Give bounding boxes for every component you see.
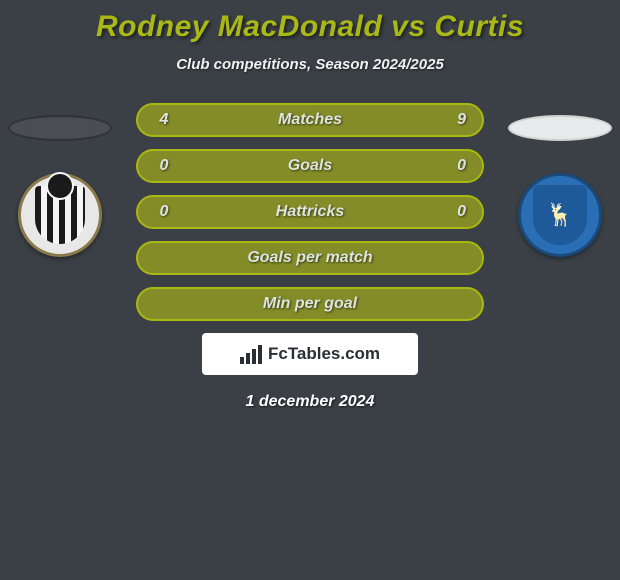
comparison-card: Rodney MacDonald vs Curtis Club competit… bbox=[0, 0, 620, 443]
branding-badge: FcTables.com bbox=[202, 333, 418, 375]
left-kit-ellipse bbox=[8, 115, 112, 141]
left-club-crest bbox=[18, 173, 102, 257]
stat-label: Matches bbox=[278, 111, 342, 129]
left-player-column bbox=[0, 103, 120, 257]
stat-right-value: 9 bbox=[446, 111, 466, 129]
main-panel: 4 Matches 9 0 Goals 0 0 Hattricks 0 Goal… bbox=[0, 103, 620, 443]
stat-right-value: 0 bbox=[446, 203, 466, 221]
stat-row: 0 Hattricks 0 bbox=[136, 195, 484, 229]
stat-right-value: 0 bbox=[446, 157, 466, 175]
bar-chart-icon bbox=[240, 345, 262, 364]
stat-left-value: 4 bbox=[154, 111, 174, 129]
page-title: Rodney MacDonald vs Curtis bbox=[0, 10, 620, 44]
right-player-column bbox=[500, 103, 620, 257]
stats-list: 4 Matches 9 0 Goals 0 0 Hattricks 0 Goal… bbox=[136, 103, 484, 411]
stat-label: Goals bbox=[288, 157, 332, 175]
branding-text: FcTables.com bbox=[268, 344, 380, 364]
stat-label: Goals per match bbox=[247, 249, 372, 267]
stat-row: Goals per match bbox=[136, 241, 484, 275]
subtitle: Club competitions, Season 2024/2025 bbox=[0, 56, 620, 73]
stat-label: Hattricks bbox=[276, 203, 344, 221]
stat-row: Min per goal bbox=[136, 287, 484, 321]
stat-row: 0 Goals 0 bbox=[136, 149, 484, 183]
stat-label: Min per goal bbox=[263, 295, 357, 313]
peterborough-crest-icon bbox=[533, 185, 587, 245]
stat-row: 4 Matches 9 bbox=[136, 103, 484, 137]
stat-left-value: 0 bbox=[154, 203, 174, 221]
stat-left-value: 0 bbox=[154, 157, 174, 175]
right-kit-ellipse bbox=[508, 115, 612, 141]
right-club-crest bbox=[518, 173, 602, 257]
snapshot-date: 1 december 2024 bbox=[136, 393, 484, 411]
notts-county-crest-icon bbox=[35, 186, 85, 244]
